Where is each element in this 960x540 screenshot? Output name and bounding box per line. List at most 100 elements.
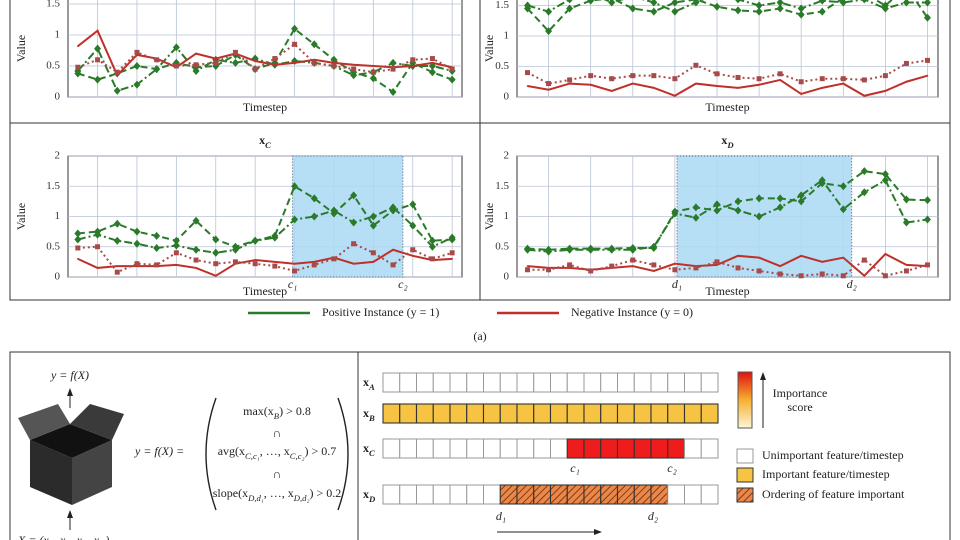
marker [861, 257, 867, 263]
marker [390, 262, 396, 268]
marker [75, 64, 81, 70]
condition-run: C,c₁ [245, 451, 260, 461]
cell [499, 403, 518, 424]
marker [860, 167, 868, 176]
marker [254, 259, 256, 261]
marker [389, 58, 397, 67]
marker [842, 256, 845, 259]
cell [483, 484, 501, 505]
diagram-frame [9, 351, 951, 540]
marker [449, 66, 455, 72]
function-label: y = f(X) = [134, 444, 184, 458]
marker [610, 90, 613, 92]
cell [533, 403, 552, 424]
cell [684, 372, 702, 393]
marker [173, 63, 179, 69]
plot-area [516, 0, 939, 98]
marker [272, 56, 278, 62]
marker [650, 0, 658, 7]
marker [566, 0, 573, 4]
marker [608, 245, 616, 254]
input-label-run: , x [88, 533, 100, 540]
marker [695, 82, 697, 85]
marker [251, 236, 259, 245]
marker [755, 194, 763, 203]
marker [714, 259, 720, 265]
cell [650, 438, 669, 459]
cell [466, 438, 484, 459]
marker [818, 7, 826, 16]
cell [700, 372, 719, 393]
marker [232, 259, 238, 265]
marker [713, 200, 721, 209]
marker [133, 62, 141, 70]
marker [567, 77, 573, 83]
marker [389, 88, 397, 97]
chart-title-run: C [265, 140, 271, 150]
marker [154, 262, 160, 268]
key-box [736, 467, 754, 483]
condition: avg(xC,c₁, …, xC,c₂) > 0.7 [218, 444, 337, 461]
cell [416, 484, 434, 505]
cell [667, 438, 686, 459]
y-tick-label: 0.5 [46, 60, 60, 72]
marker [429, 56, 435, 62]
marker [884, 253, 887, 255]
marker [94, 75, 102, 84]
condition: max(xB) > 0.8 [243, 404, 311, 421]
marker [291, 24, 299, 33]
marker [756, 268, 762, 274]
marker [546, 267, 552, 273]
marker [568, 267, 571, 269]
marker [839, 0, 847, 7]
marker [798, 79, 804, 85]
marker [252, 261, 258, 267]
marker [310, 212, 318, 221]
marker [74, 229, 82, 238]
marker [331, 256, 337, 262]
row-label-run: C [369, 448, 375, 458]
marker [372, 261, 375, 263]
marker [212, 248, 220, 257]
marker [311, 60, 317, 66]
marker [291, 182, 299, 191]
cell [382, 484, 401, 505]
marker [370, 250, 376, 256]
marker [291, 215, 299, 224]
condition-run: D,d₁ [247, 493, 264, 503]
marker [313, 59, 316, 61]
importance-label: score [787, 400, 812, 414]
marker [588, 268, 594, 274]
c-label: c₁ [570, 461, 580, 475]
cell [566, 438, 585, 459]
cell [416, 438, 434, 459]
cell [516, 372, 535, 393]
condition-run: avg(x [218, 444, 245, 458]
marker [671, 0, 679, 7]
c-label: c₂ [667, 461, 677, 475]
cell [432, 484, 451, 505]
y-tick-label: 2 [55, 150, 61, 162]
marker [173, 250, 179, 256]
marker [777, 271, 783, 277]
key-label: Unimportant feature/timestep [762, 448, 904, 462]
marker [153, 243, 161, 252]
cell [566, 372, 585, 393]
marker [587, 0, 595, 5]
marker [524, 1, 532, 10]
marker [546, 81, 552, 87]
marker [672, 267, 678, 273]
marker [839, 205, 847, 214]
marker [310, 194, 318, 203]
cell [399, 438, 417, 459]
cell [483, 372, 501, 393]
marker [902, 218, 910, 227]
shade-label: c₂ [398, 277, 408, 291]
marker [133, 239, 141, 248]
marker [410, 247, 416, 253]
marker [212, 235, 220, 244]
marker [737, 255, 739, 257]
marker [756, 76, 762, 82]
chart-title: xD [721, 133, 734, 150]
marker [818, 0, 826, 5]
